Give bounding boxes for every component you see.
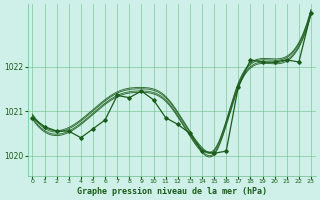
X-axis label: Graphe pression niveau de la mer (hPa): Graphe pression niveau de la mer (hPa) [77,187,267,196]
